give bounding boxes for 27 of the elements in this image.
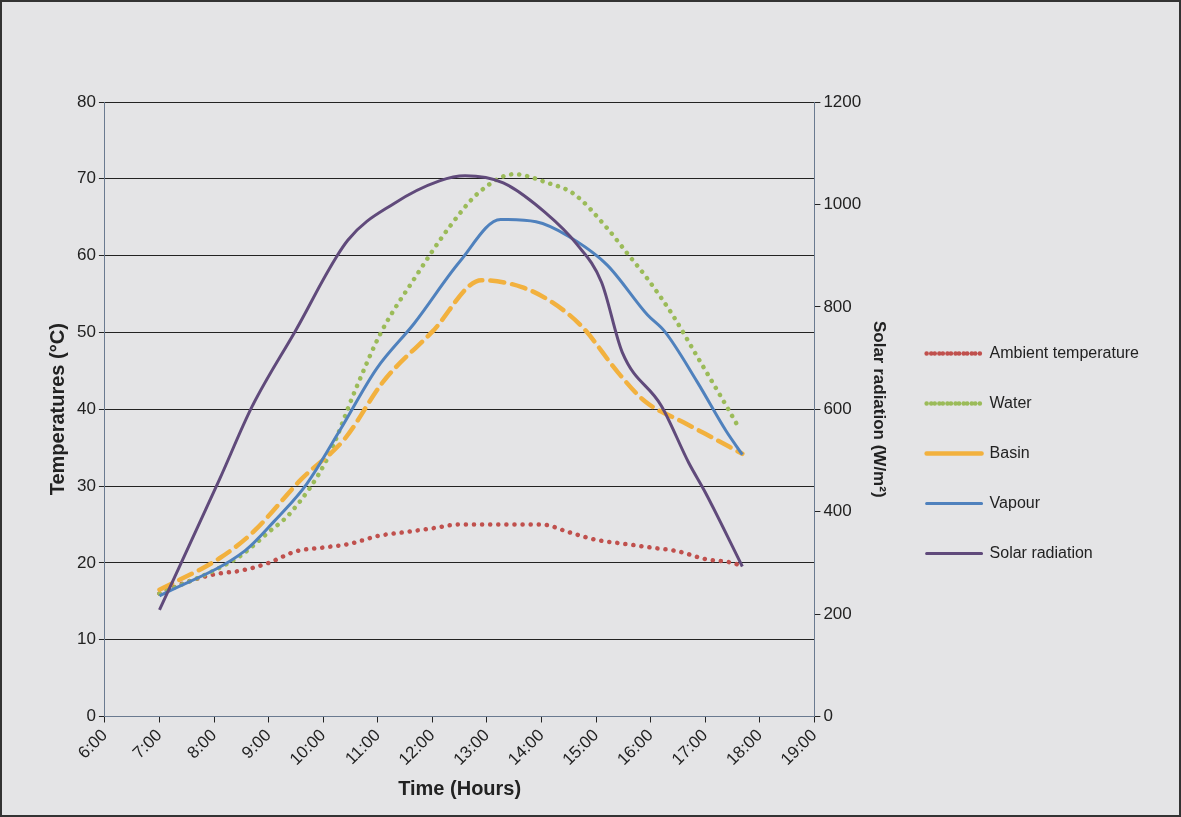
y2-tick-label: 200 <box>823 603 852 623</box>
y-tick-label: 40 <box>76 398 96 418</box>
y2-tick-label: 400 <box>823 501 852 521</box>
y-tick-label: 60 <box>76 245 96 265</box>
y2-tick-label: 800 <box>823 296 852 316</box>
y-tick-label: 20 <box>76 552 96 572</box>
legend-label: Basin <box>989 443 1030 461</box>
legend-label: Solar radiation <box>989 543 1093 561</box>
y-tick-label: 70 <box>76 168 96 188</box>
x-axis-title: Time (Hours) <box>398 776 522 799</box>
y2-tick-label: 1200 <box>823 91 862 111</box>
legend-label: Vapour <box>989 493 1041 511</box>
legend-label: Water <box>989 393 1033 411</box>
y2-axis-title: Solar radiation (W/m²) <box>869 320 889 498</box>
x-tick-label: 7:00 <box>128 725 166 763</box>
y-tick-label: 50 <box>76 322 96 342</box>
line-series <box>157 277 745 592</box>
y-tick-label: 80 <box>76 91 96 111</box>
y-tick-label: 10 <box>76 629 96 649</box>
y2-tick-label: 1000 <box>823 194 862 214</box>
y2-tick-label: 0 <box>823 706 833 726</box>
x-tick-label: 8:00 <box>183 725 221 763</box>
y-axis-title: Temperatures (°C) <box>45 323 68 496</box>
y2-tick-label: 600 <box>823 398 852 418</box>
legend-label: Ambient temperature <box>989 343 1140 361</box>
y-tick-label: 0 <box>86 706 96 726</box>
y-tick-label: 30 <box>76 475 96 495</box>
